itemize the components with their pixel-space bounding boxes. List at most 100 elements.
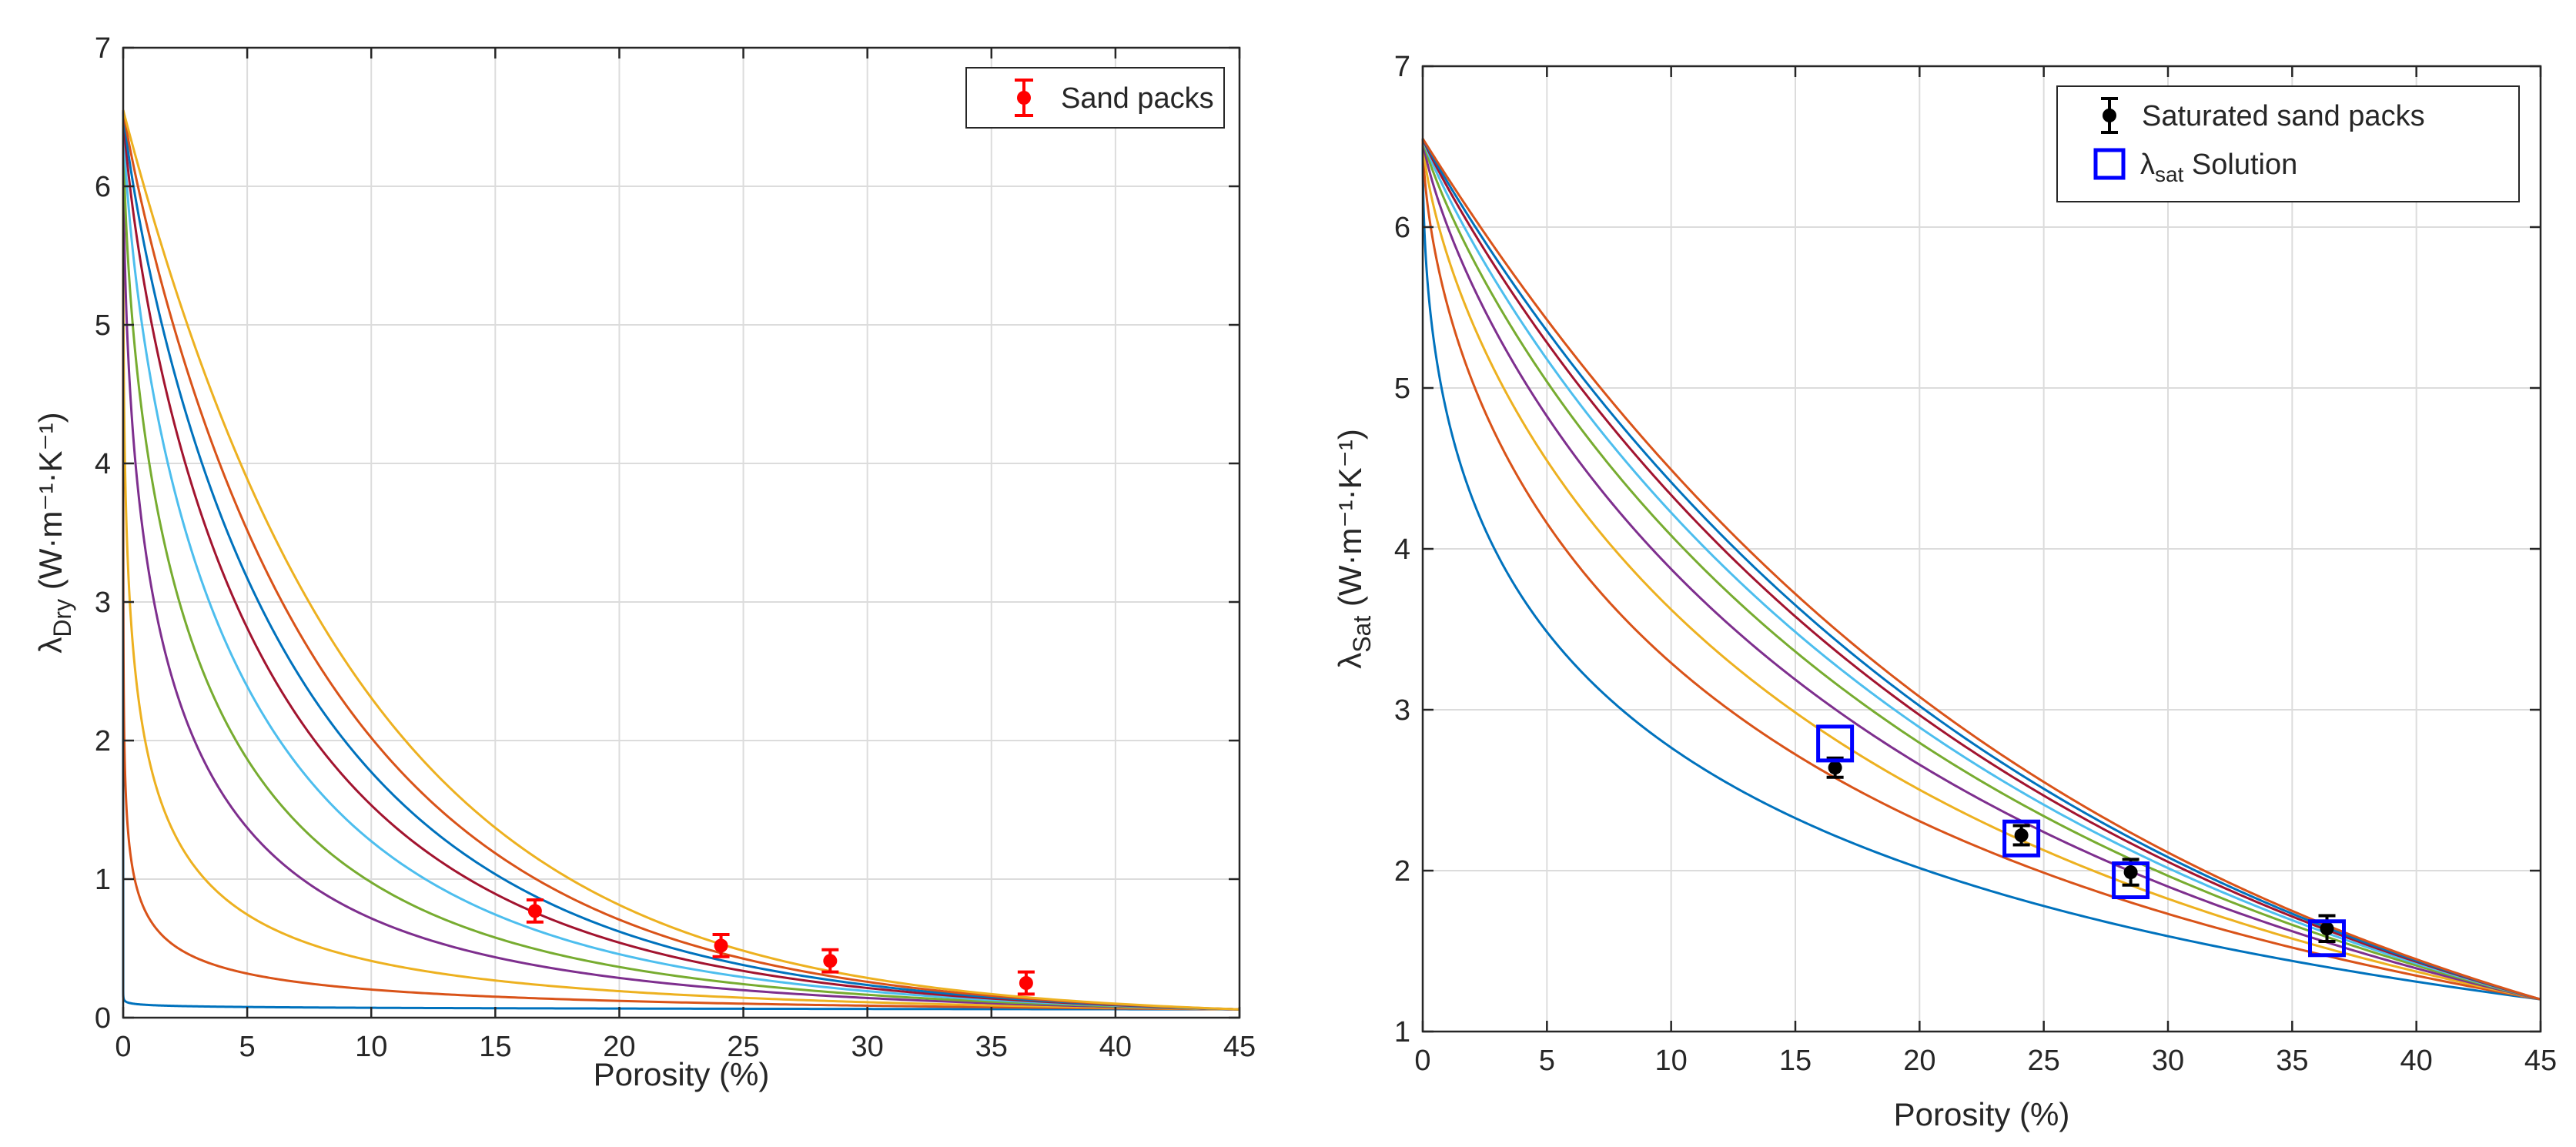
model-curve-10 bbox=[122, 109, 1240, 1011]
y-tick-label: 3 bbox=[1394, 694, 1410, 727]
model-curves-right bbox=[1421, 137, 2541, 1001]
model-curve-7 bbox=[122, 109, 1240, 1011]
x-ticks-right: 0 5 10 15 20 25 30 35 40 45 bbox=[1414, 66, 2557, 1077]
measured-point-4 bbox=[2318, 914, 2336, 943]
x-tick-label: 40 bbox=[2400, 1045, 2433, 1077]
measured-point-1 bbox=[1826, 756, 1844, 779]
legend-marker-sand-packs bbox=[1015, 79, 1033, 117]
y-tick-label: 0 bbox=[95, 1002, 111, 1035]
model-curve-5 bbox=[1421, 138, 2541, 1001]
model-curve-2 bbox=[122, 109, 1240, 1011]
measured-points-left bbox=[526, 898, 1035, 996]
x-tick-label: 35 bbox=[2276, 1045, 2308, 1077]
model-curve-2 bbox=[1421, 139, 2541, 1001]
solution-marker-3 bbox=[2112, 861, 2150, 900]
x-tick-label: 25 bbox=[727, 1031, 759, 1063]
model-curve-1 bbox=[1421, 139, 2541, 1001]
y-ticks-left: 0 1 2 3 4 5 6 7 bbox=[95, 32, 1239, 1035]
legend-label-solution: λsat Solution bbox=[2140, 149, 2297, 186]
model-curve-5 bbox=[122, 109, 1240, 1011]
data-dot bbox=[527, 904, 542, 918]
x-tick-label: 30 bbox=[2152, 1045, 2184, 1077]
measured-point-2 bbox=[712, 933, 730, 958]
legend-marker-solution bbox=[2093, 148, 2126, 180]
x-axis-label-right: Porosity (%) bbox=[1894, 1096, 2070, 1132]
legend-left: Sand packs bbox=[965, 67, 1225, 129]
model-curve-6 bbox=[1421, 138, 2541, 1001]
x-tick-label: 5 bbox=[1539, 1045, 1555, 1077]
x-tick-label: 30 bbox=[851, 1031, 884, 1063]
x-tick-label: 10 bbox=[1655, 1045, 1688, 1077]
model-curve-8 bbox=[1421, 138, 2541, 1001]
y-tick-label: 5 bbox=[1394, 373, 1410, 405]
x-tick-label: 15 bbox=[479, 1031, 511, 1063]
x-axis-label-left: Porosity (%) bbox=[594, 1056, 770, 1092]
data-dot bbox=[2123, 865, 2138, 880]
y-axis-label-right: λSat (W·m⁻¹·K⁻¹) bbox=[1332, 429, 1376, 669]
model-curve-9 bbox=[122, 109, 1240, 1011]
x-tick-label: 10 bbox=[355, 1031, 387, 1063]
y-ticks-right: 1 2 3 4 5 6 7 bbox=[1394, 51, 2541, 1048]
measured-points-right bbox=[1816, 724, 2347, 958]
y-tick-label: 4 bbox=[1394, 533, 1410, 566]
y-tick-label: 2 bbox=[1394, 855, 1410, 888]
x-tick-label: 0 bbox=[1414, 1045, 1430, 1077]
data-dot bbox=[1019, 976, 1033, 990]
y-tick-label: 6 bbox=[1394, 212, 1410, 244]
model-curve-4 bbox=[1421, 138, 2541, 1001]
y-tick-label: 3 bbox=[95, 587, 111, 619]
model-curve-3 bbox=[1421, 139, 2541, 1001]
y-tick-label: 1 bbox=[1394, 1016, 1410, 1048]
measured-point-4 bbox=[1017, 970, 1035, 996]
x-tick-label: 15 bbox=[1779, 1045, 1812, 1077]
y-tick-label: 5 bbox=[95, 309, 111, 342]
y-tick-label: 1 bbox=[95, 864, 111, 896]
x-tick-label: 5 bbox=[239, 1031, 256, 1063]
x-tick-label: 45 bbox=[1223, 1031, 1256, 1063]
legend-right: Saturated sand packs λsat Solution bbox=[2056, 85, 2520, 202]
model-curve-8 bbox=[122, 109, 1240, 1011]
legend-box-left bbox=[965, 67, 1225, 129]
model-curve-3 bbox=[122, 109, 1240, 1011]
y-tick-label: 4 bbox=[95, 448, 111, 480]
x-tick-label: 25 bbox=[2028, 1045, 2060, 1077]
measured-point-1 bbox=[526, 898, 544, 924]
legend-marker-saturated bbox=[2101, 97, 2118, 134]
legend-box-right bbox=[2056, 85, 2520, 202]
plot-area-left bbox=[123, 48, 1239, 1018]
measured-point-3 bbox=[821, 948, 839, 974]
model-curve-4 bbox=[122, 109, 1240, 1011]
y-tick-label: 7 bbox=[1394, 51, 1410, 83]
model-curve-6 bbox=[122, 109, 1240, 1011]
solution-marker-4 bbox=[2308, 919, 2347, 958]
axes-box-left bbox=[122, 46, 1241, 1019]
x-tick-label: 40 bbox=[1099, 1031, 1132, 1063]
x-ticks-left: 0 5 10 15 20 25 30 35 40 45 bbox=[115, 48, 1256, 1063]
x-tick-label: 0 bbox=[115, 1031, 131, 1063]
model-curve-9 bbox=[1421, 137, 2541, 1001]
measured-point-2 bbox=[2012, 824, 2030, 847]
data-dot bbox=[714, 938, 728, 953]
data-dot bbox=[1828, 761, 1842, 775]
y-tick-label: 7 bbox=[95, 32, 111, 65]
legend-label-saturated: Saturated sand packs bbox=[2142, 100, 2425, 132]
model-curve-1 bbox=[122, 109, 1240, 1011]
model-curves-left bbox=[122, 109, 1240, 1011]
x-tick-label: 35 bbox=[975, 1031, 1008, 1063]
solution-marker-1 bbox=[1816, 724, 1855, 763]
model-curve-7 bbox=[1421, 138, 2541, 1001]
legend-label-sand-packs: Sand packs bbox=[1061, 82, 1214, 115]
x-tick-label: 45 bbox=[2524, 1045, 2557, 1077]
x-tick-label: 20 bbox=[603, 1031, 635, 1063]
solution-marker-2 bbox=[2002, 819, 2041, 858]
data-dot bbox=[2320, 921, 2334, 936]
x-tick-label: 20 bbox=[1903, 1045, 1935, 1077]
y-tick-label: 2 bbox=[95, 725, 111, 757]
data-dot bbox=[823, 954, 838, 968]
y-axis-label-left: λDry (W·m⁻¹·K⁻¹) bbox=[32, 412, 76, 653]
y-tick-label: 6 bbox=[95, 171, 111, 203]
data-dot bbox=[2014, 828, 2029, 843]
